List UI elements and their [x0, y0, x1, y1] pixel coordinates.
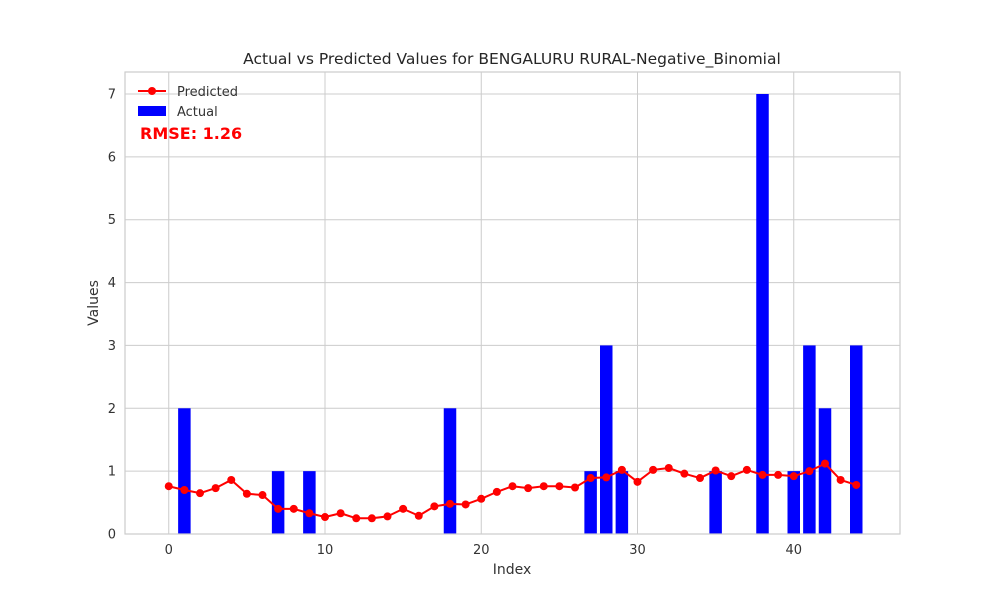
predicted-point — [211, 484, 220, 493]
x-tick-label: 0 — [165, 543, 173, 558]
predicted-point — [836, 475, 845, 484]
predicted-point — [508, 482, 517, 491]
actual-bar — [600, 345, 613, 534]
predicted-line — [164, 459, 861, 523]
y-tick-label: 3 — [108, 339, 116, 354]
legend-predicted-marker — [148, 87, 156, 95]
predicted-point — [352, 514, 361, 523]
x-tick-label: 30 — [629, 543, 646, 558]
actual-bar — [271, 471, 285, 534]
predicted-point — [571, 483, 579, 492]
x-axis-label: Index — [493, 562, 532, 578]
x-tick-label: 40 — [785, 543, 802, 558]
actual-bar — [178, 408, 191, 534]
predicted-point — [336, 509, 345, 518]
predicted-point — [399, 504, 408, 513]
predicted-point — [711, 466, 720, 475]
predicted-point — [180, 486, 189, 494]
predicted-point — [805, 467, 814, 476]
predicted-point — [321, 513, 329, 522]
predicted-point — [586, 474, 595, 483]
predicted-point — [227, 475, 236, 484]
actual-bar — [803, 345, 816, 534]
legend: Predicted Actual — [138, 85, 238, 120]
rmse-annotation: RMSE: 1.26 — [140, 124, 242, 143]
predicted-point — [649, 465, 658, 474]
legend-predicted-label: Predicted — [177, 85, 238, 100]
predicted-point — [617, 465, 626, 474]
actual-bar — [756, 94, 769, 534]
actual-bar — [615, 471, 629, 534]
predicted-point — [821, 459, 829, 468]
predicted-point — [539, 482, 548, 491]
predicted-point — [774, 470, 783, 479]
predicted-point — [305, 509, 314, 518]
predicted-point — [430, 502, 439, 511]
predicted-point — [461, 500, 470, 509]
actual-bar — [584, 471, 597, 534]
plot-frame — [124, 71, 901, 535]
predicted-point — [414, 511, 423, 520]
predicted-point — [367, 514, 376, 523]
predicted-point — [633, 477, 642, 486]
actual-bar — [443, 408, 457, 534]
chart-title: Actual vs Predicted Values for BENGALURU… — [243, 50, 781, 69]
y-tick-label: 5 — [108, 213, 116, 228]
y-tick-label: 1 — [108, 465, 116, 480]
grid — [125, 72, 900, 535]
x-tick-label: 10 — [317, 543, 334, 558]
predicted-point — [242, 489, 251, 498]
predicted-point — [696, 474, 704, 483]
predicted-point — [289, 504, 298, 513]
predicted-point — [477, 494, 486, 503]
actual-bar — [818, 408, 832, 534]
predicted-point — [258, 491, 267, 500]
predicted-point — [164, 482, 173, 491]
tick-labels: 0 1 2 3 4 5 6 7 0 10 20 30 40 — [108, 88, 802, 559]
predicted-point — [758, 470, 767, 479]
plot-area — [125, 72, 900, 534]
actual-bar — [850, 345, 863, 534]
actual-bars — [178, 94, 863, 534]
y-tick-label: 6 — [108, 150, 116, 165]
x-tick-label: 20 — [473, 543, 490, 558]
y-tick-label: 7 — [108, 88, 116, 103]
predicted-point — [446, 499, 454, 508]
predicted-point — [602, 473, 611, 482]
y-tick-label: 0 — [108, 528, 116, 543]
predicted-point — [492, 487, 501, 496]
predicted-point — [789, 472, 798, 481]
y-axis-label: Values — [86, 280, 102, 326]
predicted-point — [664, 464, 673, 472]
predicted-point — [742, 465, 751, 474]
predicted-point — [852, 480, 861, 489]
predicted-point — [524, 484, 533, 493]
predicted-point — [680, 469, 689, 478]
legend-actual-swatch — [138, 106, 166, 116]
y-tick-label: 4 — [108, 276, 116, 291]
actual-bar — [787, 471, 800, 534]
actual-bar — [303, 471, 316, 534]
predicted-point — [383, 512, 392, 521]
predicted-point — [274, 504, 283, 513]
predicted-point — [727, 472, 736, 481]
legend-actual-label: Actual — [177, 105, 218, 120]
y-tick-label: 2 — [108, 402, 116, 417]
predicted-point — [555, 482, 564, 491]
predicted-point — [196, 489, 204, 498]
actual-bar — [709, 471, 722, 534]
